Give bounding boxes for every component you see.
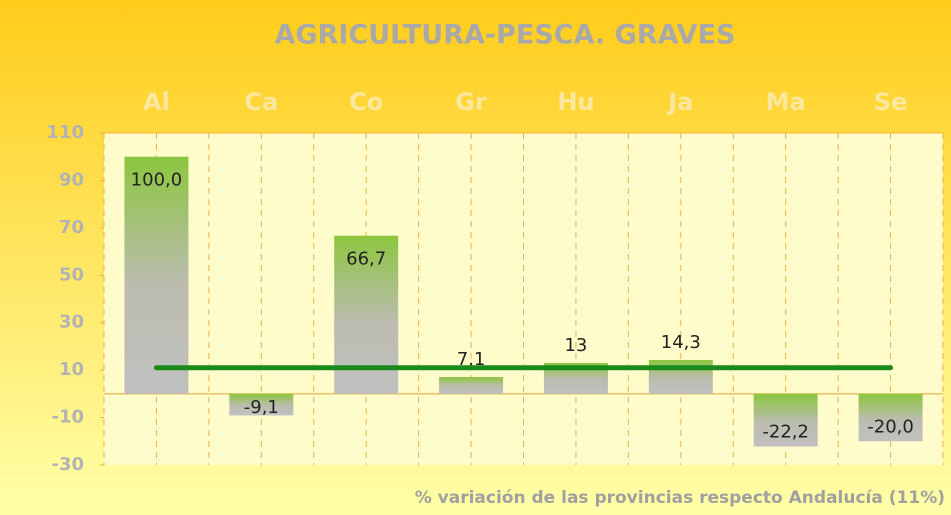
value-label: 66,7: [346, 249, 386, 270]
y-tick-label: 30: [59, 312, 84, 333]
y-tick-label: 70: [59, 217, 84, 238]
bar: [858, 393, 923, 442]
value-label: -20,0: [867, 416, 914, 437]
x-tick-label: Ma: [766, 88, 806, 116]
chart-title: AGRICULTURA-PESCA. GRAVES: [275, 20, 736, 51]
bar: [439, 377, 504, 394]
bar: [753, 393, 818, 447]
x-axis-label: % variación de las provincias respecto A…: [415, 488, 945, 508]
y-tick-label: -30: [51, 454, 84, 475]
y-tick-label: 90: [59, 169, 84, 190]
value-label: -22,2: [762, 422, 809, 443]
x-tick-label: Se: [874, 88, 908, 116]
value-label: 14,3: [661, 332, 701, 353]
x-tick-label: Co: [349, 88, 383, 116]
x-tick-label: Al: [143, 88, 170, 116]
x-tick-label: Ja: [666, 88, 693, 116]
value-label: 7,1: [457, 349, 486, 370]
value-label: 13: [564, 335, 587, 356]
value-label: 100,0: [131, 170, 183, 191]
x-tick-label: Ca: [244, 88, 278, 116]
bar: [124, 156, 189, 394]
x-tick-label: Gr: [455, 88, 487, 116]
y-tick-label: -10: [51, 407, 84, 428]
x-tick-label: Hu: [557, 88, 594, 116]
value-label: -9,1: [244, 397, 279, 418]
bar: [229, 393, 294, 416]
bar: [648, 359, 713, 394]
y-tick-label: 110: [46, 122, 84, 143]
y-tick-label: 50: [59, 264, 84, 285]
y-tick-label: 10: [59, 359, 84, 380]
